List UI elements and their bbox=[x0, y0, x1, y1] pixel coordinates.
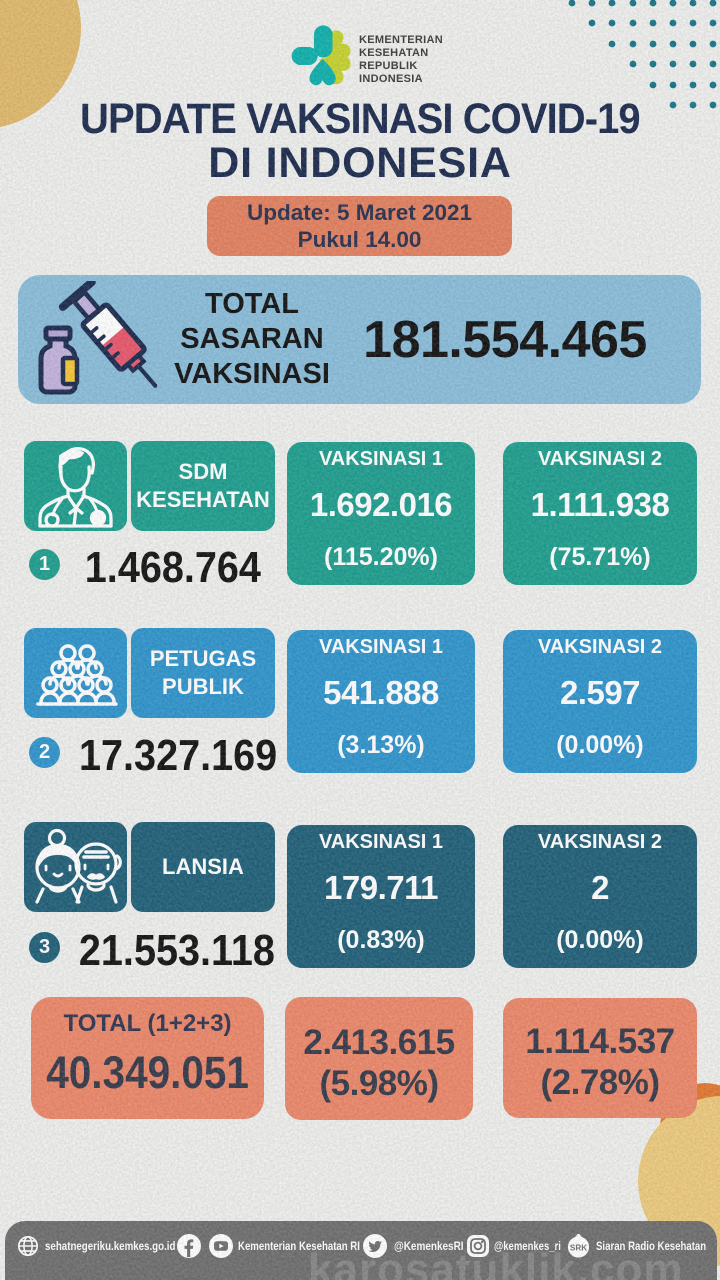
svg-text:SRK: SRK bbox=[570, 1243, 587, 1252]
